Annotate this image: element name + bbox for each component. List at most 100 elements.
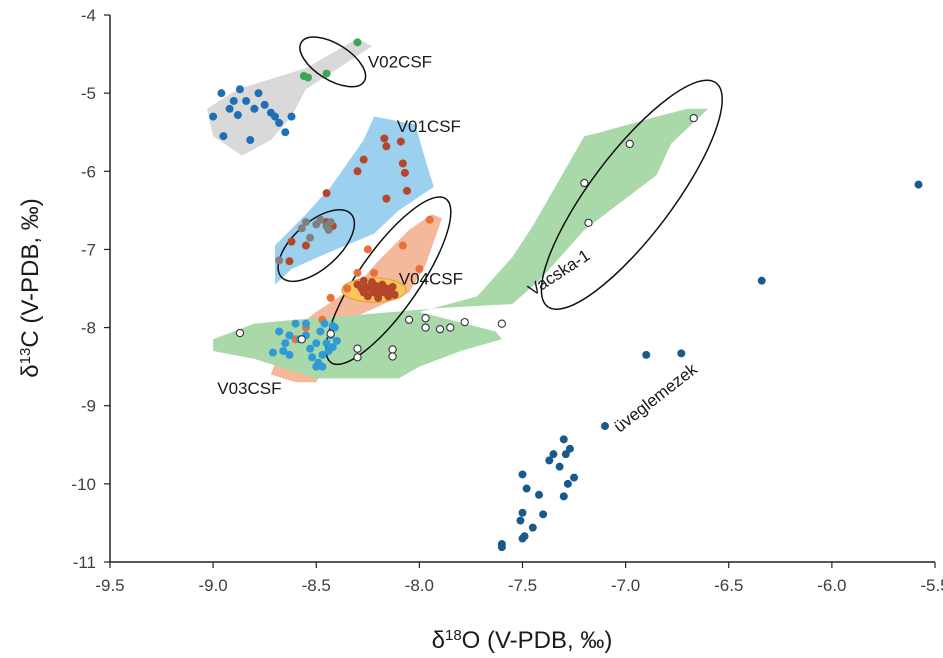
point-s1-1 xyxy=(304,73,312,82)
point-s7-7 xyxy=(404,315,414,324)
point-s3-7 xyxy=(306,233,315,242)
x-tick-label: -7.5 xyxy=(508,576,537,595)
x-axis-title-rest: O (V-PDB, ‰) xyxy=(462,627,613,654)
x-axis-ticks: -9.5 -9.0 -8.5 -8.0 -7.5 -7.0 -6.5 -6.0 -5.5 xyxy=(95,562,943,595)
point-s8-18 xyxy=(518,508,527,517)
point-s2-3 xyxy=(398,159,407,168)
point-s0-16 xyxy=(219,132,228,141)
point-s8-12 xyxy=(563,479,572,488)
point-s5-19 xyxy=(359,276,368,285)
point-s6-21 xyxy=(301,319,310,328)
point-s8-22 xyxy=(520,532,529,541)
point-s2-10 xyxy=(287,237,296,246)
y-axis-title-sup: 13 xyxy=(17,348,34,365)
point-s7-10 xyxy=(435,324,445,334)
point-s2-11 xyxy=(285,257,294,266)
point-s8-14 xyxy=(539,510,548,519)
x-tick-label: -7.0 xyxy=(611,576,640,595)
point-s6-10 xyxy=(316,327,325,336)
label-v02csf: V02CSF xyxy=(368,52,432,71)
point-s8-2 xyxy=(677,349,686,358)
point-s6-17 xyxy=(328,343,337,352)
point-s0-9 xyxy=(260,100,269,109)
point-s6-0 xyxy=(268,348,277,357)
region-gray xyxy=(206,38,372,156)
y-axis-title-rest: C (V-PDB, ‰) xyxy=(17,198,44,347)
x-axis-title-sup: 18 xyxy=(445,627,462,644)
point-s8-8 xyxy=(555,462,564,471)
point-s4-0 xyxy=(425,215,434,224)
x-tick-label: -6.0 xyxy=(817,576,846,595)
x-tick-label: -5.5 xyxy=(920,576,943,595)
point-s0-15 xyxy=(235,85,244,94)
point-s4-3 xyxy=(353,268,362,277)
point-s6-18 xyxy=(330,323,339,332)
point-s0-13 xyxy=(281,128,290,137)
point-s8-16 xyxy=(518,470,527,479)
point-s7-1 xyxy=(297,335,306,344)
point-s3-8 xyxy=(326,218,335,227)
point-s6-23 xyxy=(279,347,288,356)
point-s2-1 xyxy=(382,142,391,151)
point-s0-4 xyxy=(233,111,242,120)
point-s7-4 xyxy=(353,353,362,362)
point-s0-7 xyxy=(250,104,259,113)
point-s3-2 xyxy=(301,218,310,227)
point-s5-18 xyxy=(374,293,383,302)
label-v04csf: V04CSF xyxy=(399,270,463,289)
point-s6-2 xyxy=(281,339,290,348)
x-tick-label: -8.5 xyxy=(302,576,331,595)
point-s7-9 xyxy=(421,323,430,332)
point-s4-10 xyxy=(415,264,424,273)
point-s5-4 xyxy=(363,292,372,301)
point-s0-8 xyxy=(254,89,263,98)
point-s5-14 xyxy=(384,292,393,301)
point-s8-13 xyxy=(535,490,543,499)
data-points xyxy=(209,38,923,552)
point-s6-3 xyxy=(285,350,294,359)
point-s4-4 xyxy=(343,284,352,293)
point-s8-17 xyxy=(522,484,531,493)
point-s6-13 xyxy=(322,339,331,348)
region-blue xyxy=(275,116,434,285)
point-s7-13 xyxy=(497,319,507,328)
point-s1-3 xyxy=(353,38,362,47)
point-s7-12 xyxy=(460,317,469,327)
point-s3-0 xyxy=(275,256,284,265)
point-s0-11 xyxy=(271,112,279,121)
point-s8-10 xyxy=(545,456,554,465)
point-s0-12 xyxy=(275,118,284,127)
point-s8-19 xyxy=(516,516,525,525)
y-tick-label: -5 xyxy=(81,84,96,103)
point-s2-4 xyxy=(400,168,409,177)
point-s4-2 xyxy=(363,245,372,254)
point-s0-3 xyxy=(229,96,238,105)
label--veglemezek: üveglemezek xyxy=(610,359,701,436)
point-s2-5 xyxy=(359,155,368,164)
point-s6-24 xyxy=(308,353,317,362)
point-s2-0 xyxy=(380,134,389,143)
point-s3-6 xyxy=(324,225,333,234)
point-s8-7 xyxy=(559,435,568,444)
x-axis-title-symbol: δ xyxy=(432,627,445,654)
y-tick-label: -8 xyxy=(81,319,96,338)
point-s2-9 xyxy=(403,186,411,195)
point-s8-9 xyxy=(549,450,558,459)
point-s7-11 xyxy=(446,323,455,332)
point-s7-2 xyxy=(326,329,335,338)
point-s8-0 xyxy=(914,180,923,189)
point-s7-3 xyxy=(353,344,362,353)
point-s4-5 xyxy=(326,293,335,302)
point-s8-20 xyxy=(528,523,537,532)
point-s7-6 xyxy=(388,352,397,361)
point-s6-1 xyxy=(275,327,284,336)
x-tick-label: -6.5 xyxy=(714,576,743,595)
y-axis-title-symbol: δ xyxy=(17,364,44,377)
x-tick-label: -9.0 xyxy=(198,576,227,595)
x-axis-title: δ18O (V-PDB, ‰) xyxy=(432,627,613,655)
point-s6-4 xyxy=(291,319,300,328)
point-s7-0 xyxy=(235,328,245,338)
point-s4-1 xyxy=(398,241,407,250)
label-v03csf: V03CSF xyxy=(217,379,281,398)
point-s6-8 xyxy=(312,339,321,348)
